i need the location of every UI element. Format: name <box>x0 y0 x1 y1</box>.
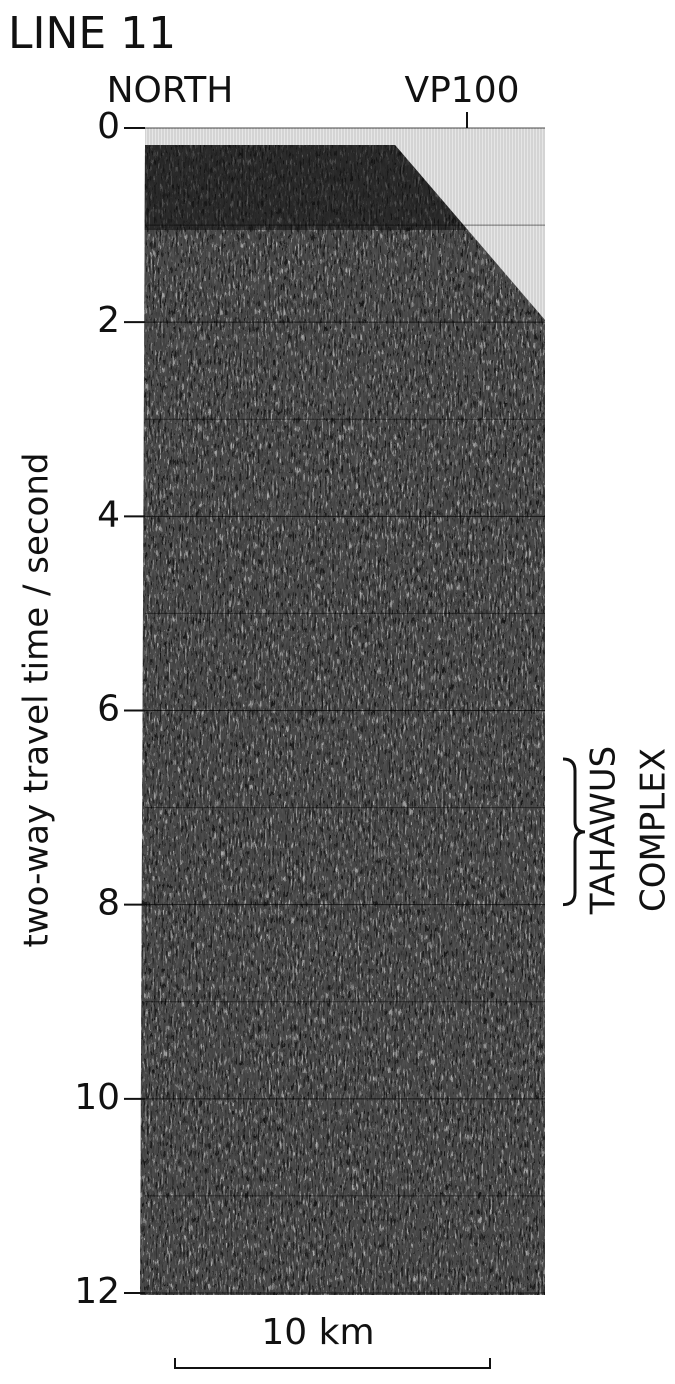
annotation-text: COMPLEX <box>634 748 674 912</box>
top-label: NORTH <box>107 70 234 111</box>
y-tick-label: 4 <box>97 494 120 535</box>
scale-bar <box>174 1358 491 1369</box>
y-tick-label: 8 <box>97 883 120 924</box>
y-tick-label: 6 <box>97 689 120 730</box>
seismic-section <box>140 145 545 1295</box>
figure-title: LINE 11 <box>8 8 176 59</box>
top-label: VP100 <box>404 70 519 111</box>
y-tick-label: 10 <box>74 1077 120 1118</box>
annotation-text: TAHAWUS <box>584 746 624 915</box>
y-tick-label: 2 <box>97 300 120 341</box>
scale-label: 10 km <box>261 1312 374 1353</box>
y-axis-label: two-way travel time / second <box>17 453 57 948</box>
y-tick-label: 0 <box>97 106 120 147</box>
annotation-bracket <box>562 757 586 907</box>
y-tick-label: 12 <box>74 1271 120 1312</box>
